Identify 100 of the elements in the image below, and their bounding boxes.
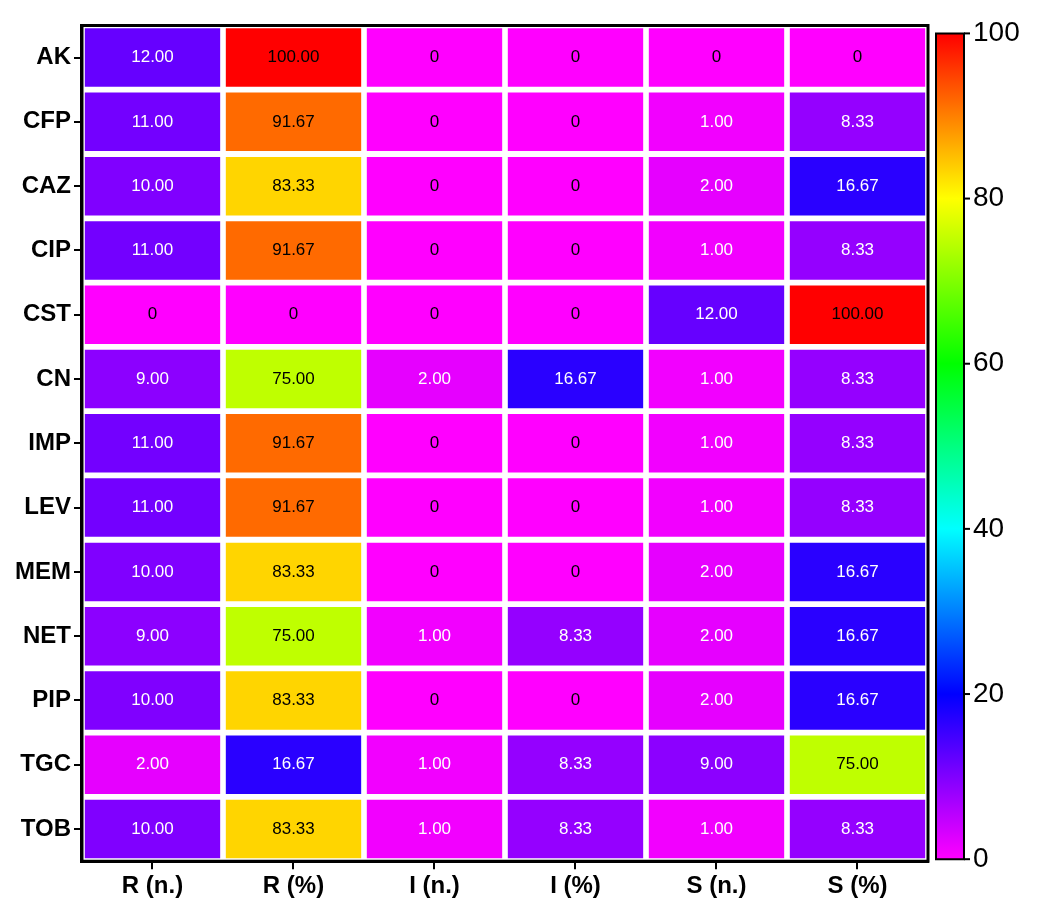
x-tick-label: I (%) [550,871,601,899]
data-label: 1.00 [699,818,734,838]
data-label: 2.00 [417,368,452,388]
x-tick-label: S (n.) [686,871,747,899]
color-bar-label: 100 [973,16,1020,48]
data-label: 100.00 [267,47,320,67]
y-tick-label: CFP [22,106,71,134]
y-tick-label: IMP [28,427,71,455]
data-label: 8.33 [558,754,593,774]
data-label: 11.00 [131,432,174,452]
data-label: 0 [570,304,581,324]
data-label: 8.33 [840,111,875,131]
data-label: 1.00 [699,240,734,260]
data-label: 0 [570,690,581,710]
data-label: 10.00 [131,690,174,710]
data-label: 16.67 [836,175,879,195]
data-label: 16.67 [272,754,315,774]
data-label: 16.67 [836,625,879,645]
data-label: 8.33 [840,368,875,388]
data-label: 1.00 [699,432,734,452]
data-label: 2.00 [699,625,734,645]
data-label: 12.00 [695,304,738,324]
x-tick-label: R (%) [262,871,325,899]
color-bar-label: 60 [973,346,1005,378]
data-label: 0 [429,240,440,260]
data-label: 0 [852,47,863,67]
y-tick-label: TOB [20,813,71,841]
color-bar-label: 80 [973,181,1005,213]
y-tick-label: AK [36,42,72,70]
data-label: 0 [429,304,440,324]
data-label: 0 [429,690,440,710]
color-bar-label: 0 [973,841,989,873]
y-tick-label: LEV [24,492,71,520]
data-label: 0 [429,175,440,195]
data-label: 16.67 [554,368,597,388]
data-label: 8.33 [840,240,875,260]
y-tick-label: CAZ [21,170,71,198]
data-label: 0 [711,47,722,67]
data-label: 83.33 [272,818,315,838]
data-label: 1.00 [699,497,734,517]
data-label: 10.00 [131,175,174,195]
data-label: 0 [429,111,440,131]
data-label: 91.67 [272,432,315,452]
data-label: 0 [429,432,440,452]
data-label: 1.00 [699,111,734,131]
data-label: 2.00 [699,561,734,581]
y-tick-label: CST [22,299,72,327]
data-label: 91.67 [272,111,315,131]
x-tick-label: I (n.) [409,871,460,899]
data-label: 0 [429,47,440,67]
data-label: 83.33 [272,690,315,710]
data-label: 12.00 [131,47,174,67]
data-label: 1.00 [417,754,452,774]
x-tick-label: S (%) [827,871,888,899]
y-tick-label: TGC [20,749,71,777]
data-label: 75.00 [272,625,315,645]
data-label: 0 [570,561,581,581]
data-label: 0 [570,175,581,195]
color-bar-label: 40 [973,511,1005,543]
data-label: 16.67 [836,690,879,710]
data-label: 10.00 [131,561,174,581]
data-label: 0 [570,240,581,260]
data-label: 83.33 [272,561,315,581]
color-bar-label: 20 [973,676,1005,708]
data-label: 8.33 [558,625,593,645]
data-label: 2.00 [699,690,734,710]
data-label: 8.33 [840,497,875,517]
y-tick-label: CIP [30,235,71,263]
data-label: 0 [429,497,440,517]
data-label: 9.00 [699,754,734,774]
data-label: 8.33 [840,432,875,452]
data-label: 1.00 [699,368,734,388]
data-label: 75.00 [272,368,315,388]
data-label: 10.00 [131,818,174,838]
y-tick-label: PIP [32,685,71,713]
data-label: 0 [570,47,581,67]
data-label: 1.00 [417,625,452,645]
y-tick-label: CN [36,363,71,391]
data-label: 2.00 [699,175,734,195]
data-label: 100.00 [831,304,884,324]
y-tick-label: NET [22,620,72,648]
data-label: 8.33 [840,818,875,838]
data-label: 0 [429,561,440,581]
data-label: 0 [570,111,581,131]
data-label: 0 [570,432,581,452]
y-tick-label: MEM [14,556,71,584]
data-label: 16.67 [836,561,879,581]
data-label: 9.00 [135,625,170,645]
data-label: 83.33 [272,175,315,195]
data-label: 8.33 [558,818,593,838]
data-label: 0 [288,304,299,324]
data-label: 11.00 [131,111,174,131]
x-tick-label: R (n.) [121,871,184,899]
data-label: 75.00 [836,754,879,774]
data-label: 1.00 [417,818,452,838]
data-label: 91.67 [272,497,315,517]
data-label: 2.00 [135,754,170,774]
data-label: 91.67 [272,240,315,260]
data-label: 0 [147,304,158,324]
data-label: 0 [570,497,581,517]
